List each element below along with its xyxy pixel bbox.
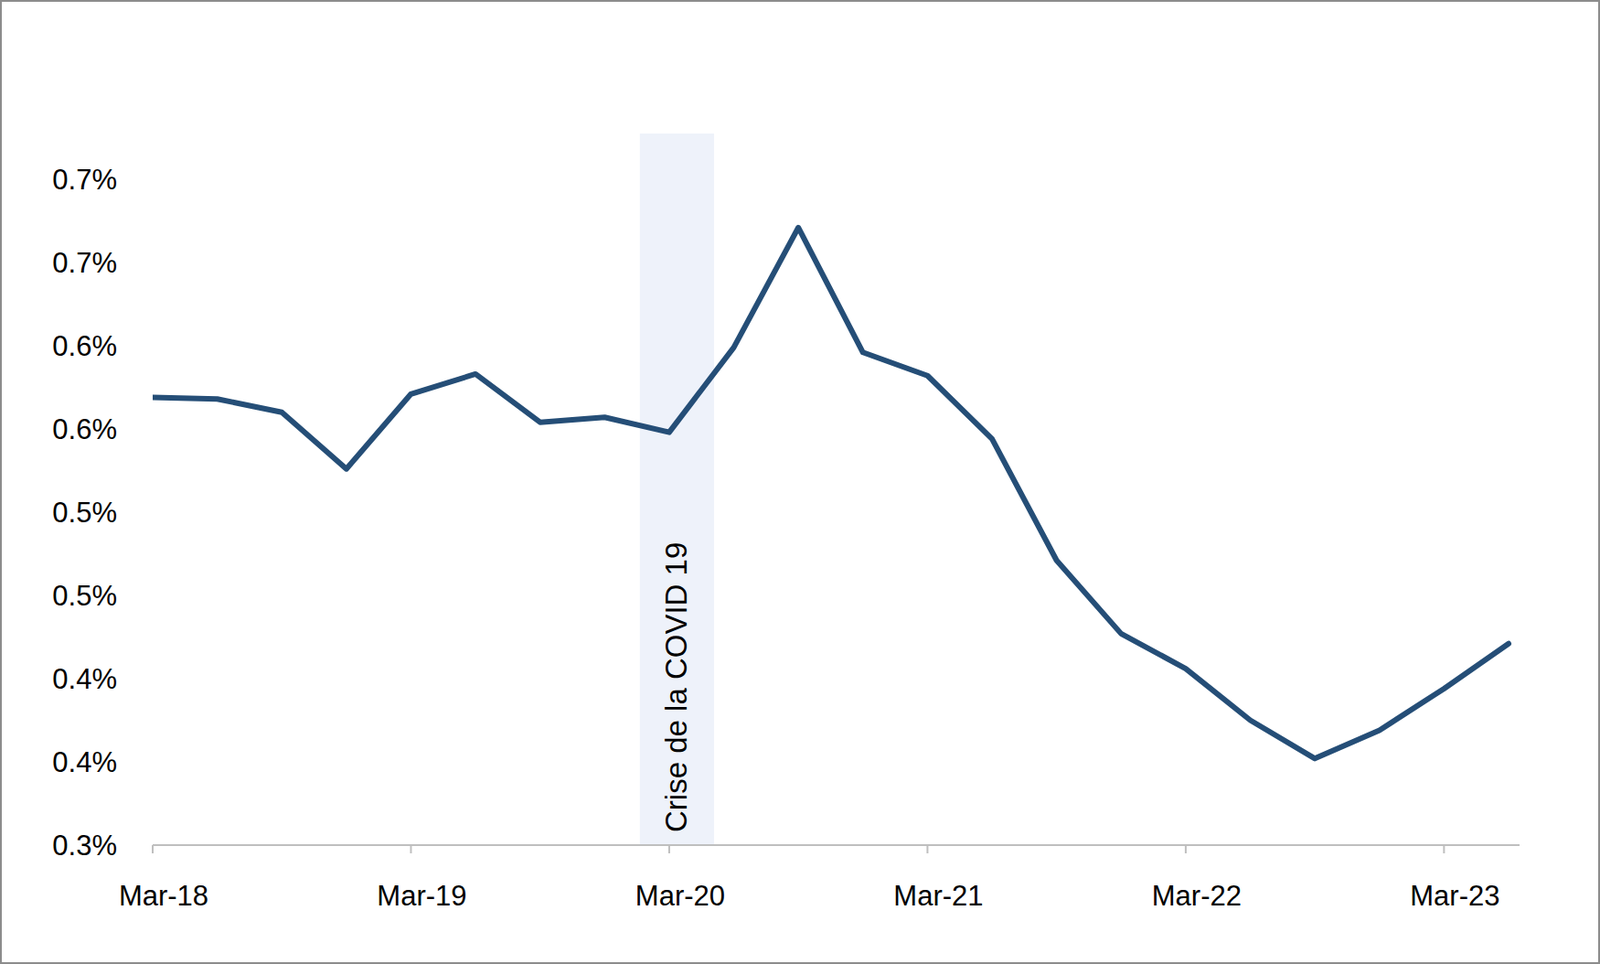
x-tick: [1442, 844, 1445, 854]
x-tick: [409, 844, 412, 854]
x-axis: [152, 843, 1520, 846]
annotation-text: Crise de la COVID 19: [659, 542, 694, 832]
y-tick-label: 0.5%: [52, 579, 118, 612]
x-tick: [151, 844, 154, 854]
y-tick-label: 0.4%: [52, 662, 118, 695]
y-tick-label: 0.7%: [52, 163, 118, 196]
y-tick-label: 0.5%: [52, 496, 118, 529]
chart: Crise de la COVID 19 0.3% 0.4% 0.4% 0.5% 0.5%…: [0, 0, 1600, 964]
y-tick-label: 0.6%: [52, 330, 118, 363]
x-tick: [926, 844, 928, 854]
plot-area: [152, 227, 1509, 759]
x-tick-label: Mar-19: [376, 879, 467, 912]
x-tick-label: Mar-18: [118, 879, 209, 912]
x-tick-label: Mar-23: [1409, 879, 1500, 912]
data-line: [152, 227, 1509, 759]
x-tick: [668, 844, 671, 854]
annotation-band: [640, 133, 715, 845]
y-tick-label: 0.7%: [52, 246, 118, 279]
x-tick-label: Mar-22: [1152, 879, 1242, 912]
y-tick-label: 0.6%: [52, 413, 118, 446]
x-tick: [1184, 844, 1187, 854]
y-tick-label: 0.4%: [52, 746, 118, 779]
x-tick-label: Mar-20: [635, 879, 726, 912]
x-tick-label: Mar-21: [893, 879, 983, 912]
chart-frame: [0, 0, 1600, 963]
y-tick-label: 0.3%: [52, 829, 118, 862]
